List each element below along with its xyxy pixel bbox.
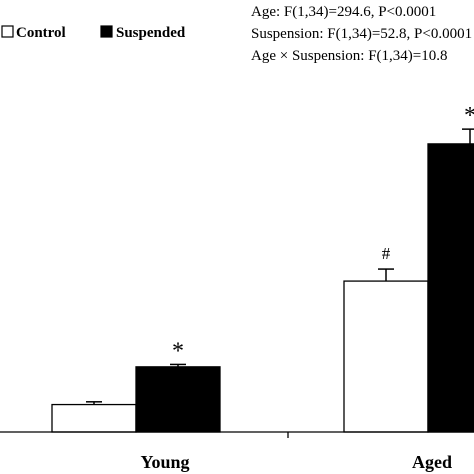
bar-aged-control	[343, 280, 429, 433]
legend-swatch-control	[1, 25, 14, 38]
legend-label-suspended: Suspended	[116, 25, 186, 41]
bar-young-control	[51, 403, 137, 433]
marker-young-suspended: *	[172, 338, 184, 364]
stat-age: Age: F(1,34)=294.6, P<0.0001	[251, 4, 436, 20]
bar-young-suspended	[135, 366, 221, 433]
stat-interaction: Age × Suspension: F(1,34)=10.8	[251, 48, 448, 64]
legend-swatch-suspended	[100, 25, 113, 38]
marker-aged-control: #	[382, 244, 391, 263]
category-label-aged: Aged	[412, 452, 452, 472]
bars: * # *	[51, 103, 474, 433]
marker-aged-suspended: *	[464, 103, 474, 129]
legend: Control Suspended	[1, 25, 186, 41]
legend-label-control: Control	[16, 25, 66, 41]
category-label-young: Young	[140, 452, 189, 472]
stat-suspension: Suspension: F(1,34)=52.8, P<0.0001	[251, 26, 472, 42]
bar-aged-suspended	[427, 143, 474, 433]
